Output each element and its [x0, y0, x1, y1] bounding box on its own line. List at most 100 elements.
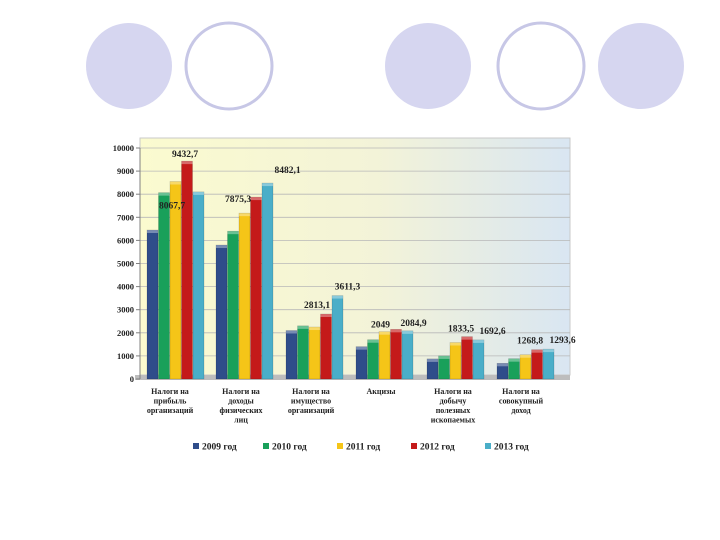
- decor-circle-5: [598, 23, 684, 109]
- bar-top-highlight: [473, 339, 484, 343]
- bar-2012-год: [320, 313, 332, 380]
- bar-2011-год: [449, 342, 462, 380]
- bar-top-highlight: [297, 325, 309, 329]
- y-tick-label: 6000: [117, 235, 134, 245]
- bar-top-highlight: [147, 230, 158, 234]
- x-category-label-line: Налоги на: [502, 387, 540, 396]
- bar-top-highlight: [508, 358, 520, 362]
- bar-2013-год: [472, 339, 485, 380]
- bar-2010-год: [227, 230, 239, 380]
- data-label: 8067,7: [159, 202, 185, 212]
- x-category-label-line: Налоги на: [434, 387, 472, 396]
- x-category-label-line: совокупный: [499, 397, 544, 406]
- bar-2011-год: [519, 354, 532, 380]
- legend-swatch: [411, 443, 417, 449]
- x-category-label-line: организаций: [288, 406, 335, 415]
- bar-2013-год: [542, 348, 555, 380]
- legend-swatch: [485, 443, 491, 449]
- data-label: 1293,6: [549, 336, 575, 346]
- bar-top-highlight: [262, 183, 273, 187]
- bar-top-highlight: [531, 349, 543, 353]
- legend: 2009 год 2010 год 2011 год 2012 год 2013 год: [193, 443, 529, 453]
- y-tick-label: 10000: [113, 143, 134, 153]
- x-category-label-line: организаций: [147, 406, 194, 415]
- bars: [146, 160, 555, 380]
- bar-2009-год: [426, 358, 439, 380]
- bar-2010-год: [508, 358, 520, 380]
- x-category-label: Акцизы: [366, 387, 396, 396]
- bar-top-highlight: [450, 342, 461, 346]
- bar-2013-год: [401, 330, 414, 380]
- data-label: 8482,1: [274, 166, 300, 176]
- bar-2009-год: [355, 346, 368, 380]
- bar-top-highlight: [216, 245, 227, 249]
- bar-top-highlight: [367, 339, 379, 343]
- bar-2009-год: [146, 229, 159, 380]
- x-category-label-line: доходы: [228, 397, 254, 406]
- decor-circle-4: [496, 21, 586, 111]
- legend-swatch: [337, 443, 343, 449]
- bar-2011-год: [308, 326, 321, 380]
- legend-item: 2013 год: [485, 443, 529, 453]
- x-category-label-line: прибыль: [154, 397, 187, 406]
- data-label: 2084,9: [400, 319, 426, 329]
- x-category-label-line: лиц: [234, 416, 248, 425]
- legend-item: 2012 год: [411, 443, 455, 453]
- bar-2011-год: [378, 331, 391, 380]
- bar-top-highlight: [379, 331, 390, 335]
- y-tick-label: 9000: [117, 166, 134, 176]
- x-category-label-line: ископаемых: [431, 416, 476, 425]
- legend-label: 2013 год: [494, 443, 529, 453]
- legend-label: 2011 год: [346, 443, 380, 453]
- bar-top-highlight: [520, 354, 531, 358]
- bar-top-highlight: [402, 330, 413, 334]
- data-label: 1692,6: [479, 327, 505, 337]
- bar-2012-год: [531, 349, 543, 380]
- legend-item: 2010 год: [263, 443, 307, 453]
- x-category-label-line: Налоги на: [222, 387, 260, 396]
- legend-label: 2010 год: [272, 443, 307, 453]
- legend-label: 2012 год: [420, 443, 455, 453]
- decor-circle-1: [86, 23, 172, 109]
- bar-top-highlight: [356, 346, 367, 350]
- bar-top-highlight: [332, 295, 343, 299]
- bar-top-highlight: [427, 358, 438, 362]
- bar-top-highlight: [181, 161, 193, 165]
- data-label: 3611,3: [335, 283, 361, 293]
- bar-top-highlight: [227, 231, 239, 235]
- legend-item: 2011 год: [337, 443, 380, 453]
- bar-top-highlight: [158, 192, 170, 196]
- y-tick-label: 7000: [117, 212, 134, 222]
- x-category-label-line: Акцизы: [366, 387, 396, 396]
- bar-2011-год: [238, 212, 251, 380]
- legend-item: 2009 год: [193, 443, 237, 453]
- x-category-label-line: Налоги на: [151, 387, 189, 396]
- bar-top-highlight: [461, 336, 473, 340]
- bar-2010-год: [367, 339, 379, 380]
- plot-background: [139, 137, 571, 376]
- bar-top-highlight: [239, 213, 250, 217]
- y-tick-label: 3000: [117, 305, 134, 315]
- x-category-label-line: доход: [511, 406, 530, 415]
- bar-2009-год: [215, 244, 228, 380]
- data-label: 7875,3: [225, 195, 251, 205]
- bar-2012-год: [390, 329, 402, 380]
- data-label: 1268,8: [517, 337, 543, 347]
- x-category-label-line: физических: [220, 406, 263, 415]
- bar-top-highlight: [286, 330, 297, 334]
- bar-top-highlight: [193, 191, 204, 195]
- legend-label: 2009 год: [202, 443, 237, 453]
- bar-top-highlight: [438, 355, 450, 359]
- bar-2013-год: [261, 182, 274, 380]
- bar-2010-год: [438, 355, 450, 380]
- bar-2011-год: [169, 181, 182, 380]
- x-category-label-line: полезных: [436, 406, 471, 415]
- bar-top-highlight: [543, 349, 554, 353]
- y-tick-label: 5000: [117, 259, 134, 269]
- bar-2012-год: [181, 160, 193, 380]
